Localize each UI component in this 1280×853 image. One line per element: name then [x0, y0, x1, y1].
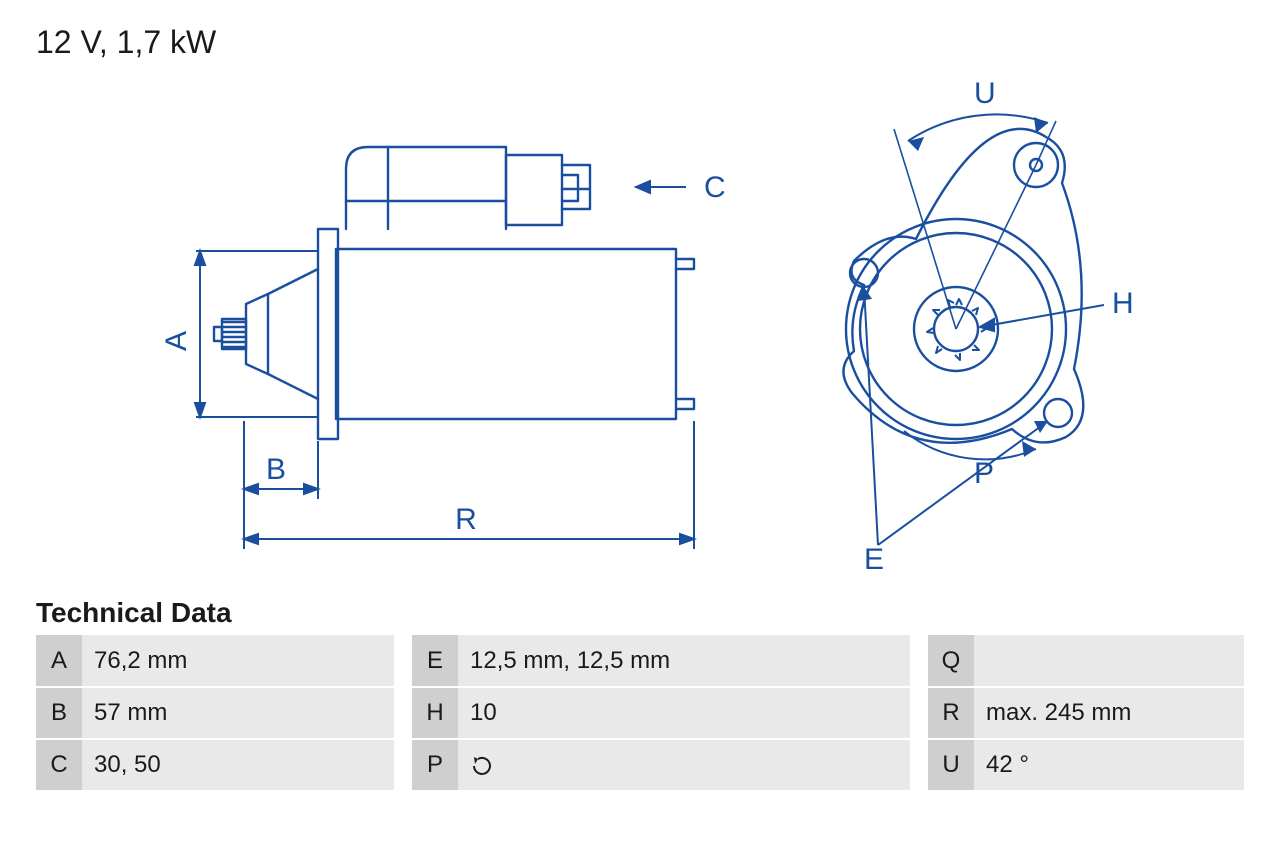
- table-key: P: [412, 739, 458, 791]
- table-value: 76,2 mm: [82, 635, 394, 687]
- dim-label-r: R: [455, 503, 477, 536]
- table-value: [458, 739, 910, 791]
- table-key: H: [412, 687, 458, 739]
- table-value: 12,5 mm, 12,5 mm: [458, 635, 910, 687]
- table-value: 42 °: [974, 739, 1244, 791]
- dim-label-a: A: [160, 331, 193, 351]
- table-value: 57 mm: [82, 687, 394, 739]
- table-key: U: [928, 739, 974, 791]
- table-value: max. 245 mm: [974, 687, 1244, 739]
- dim-label-c: C: [704, 171, 726, 204]
- technical-data-table: A76,2 mm E12,5 mm, 12,5 mm Q B57 mm H10 Rmax.…: [36, 635, 1244, 792]
- table-value: 30, 50: [82, 739, 394, 791]
- table-heading: Technical Data: [36, 597, 1244, 629]
- table-row: C30, 50 P U42 °: [36, 739, 1244, 791]
- table-value: 10: [458, 687, 910, 739]
- table-key: A: [36, 635, 82, 687]
- technical-drawing: A B R C: [36, 69, 1244, 589]
- dim-label-h: H: [1112, 287, 1134, 320]
- table-row: A76,2 mm E12,5 mm, 12,5 mm Q: [36, 635, 1244, 687]
- page-title: 12 V, 1,7 kW: [36, 24, 1244, 61]
- table-key: E: [412, 635, 458, 687]
- table-key: Q: [928, 635, 974, 687]
- dim-label-e: E: [864, 543, 884, 576]
- table-key: B: [36, 687, 82, 739]
- dim-label-u: U: [974, 77, 996, 110]
- side-view-drawing: A B R C: [36, 69, 736, 589]
- front-view-drawing: U H P E: [736, 69, 1256, 589]
- table-row: B57 mm H10 Rmax. 245 mm: [36, 687, 1244, 739]
- dim-label-b: B: [266, 453, 286, 486]
- table-value: [974, 635, 1244, 687]
- table-key: R: [928, 687, 974, 739]
- table-key: C: [36, 739, 82, 791]
